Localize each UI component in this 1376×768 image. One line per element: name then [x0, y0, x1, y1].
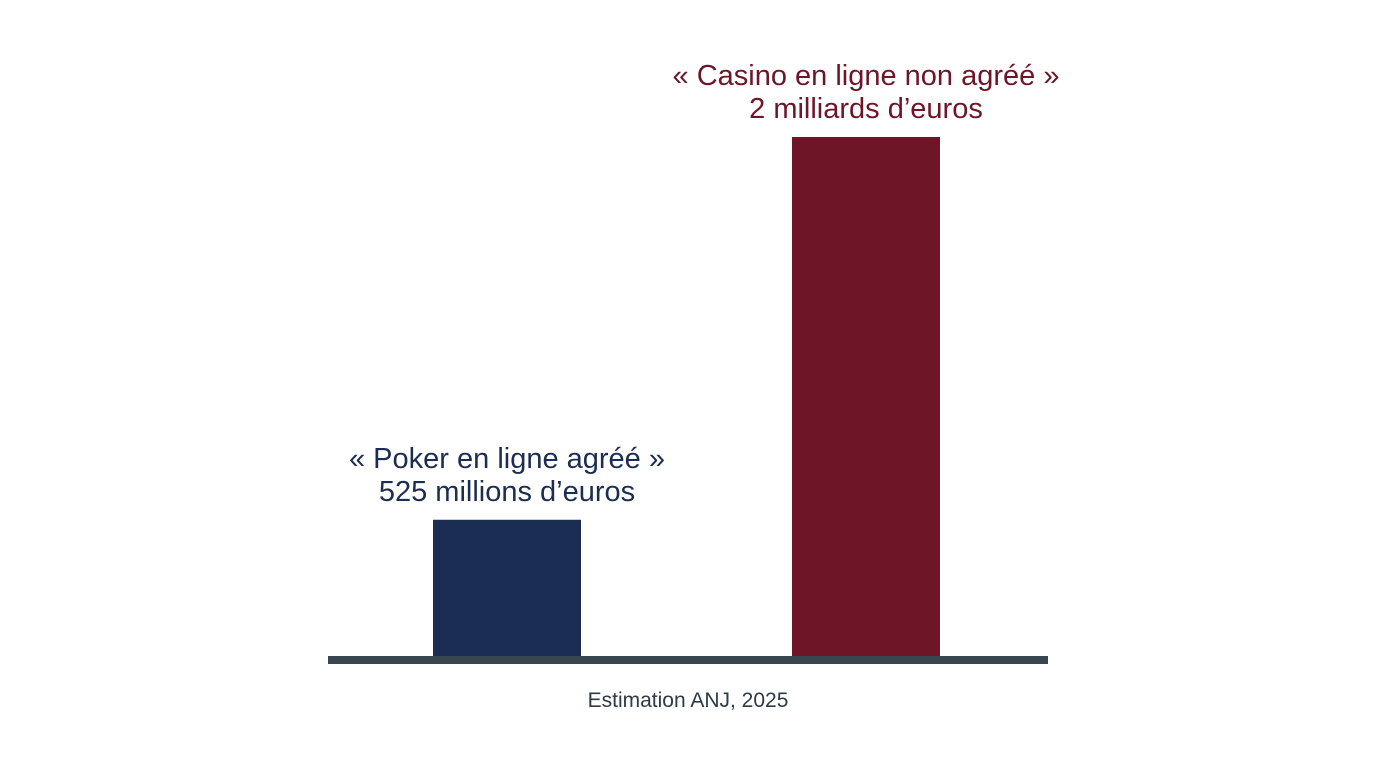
bar-1	[433, 519, 581, 656]
x-axis-baseline	[328, 656, 1048, 664]
bars-group	[433, 137, 940, 656]
bar-category-label-1: « Poker en ligne agréé »	[349, 443, 665, 475]
bar-value-label-1: 525 millions d’euros	[379, 476, 635, 508]
bar-labels-group: « Poker en ligne agréé »525 millions d’e…	[349, 60, 1059, 508]
bar-category-label-2: « Casino en ligne non agréé »	[673, 60, 1060, 92]
bar-2	[792, 137, 940, 656]
bar-value-label-2: 2 milliards d’euros	[749, 93, 983, 125]
source-note: Estimation ANJ, 2025	[588, 689, 789, 712]
